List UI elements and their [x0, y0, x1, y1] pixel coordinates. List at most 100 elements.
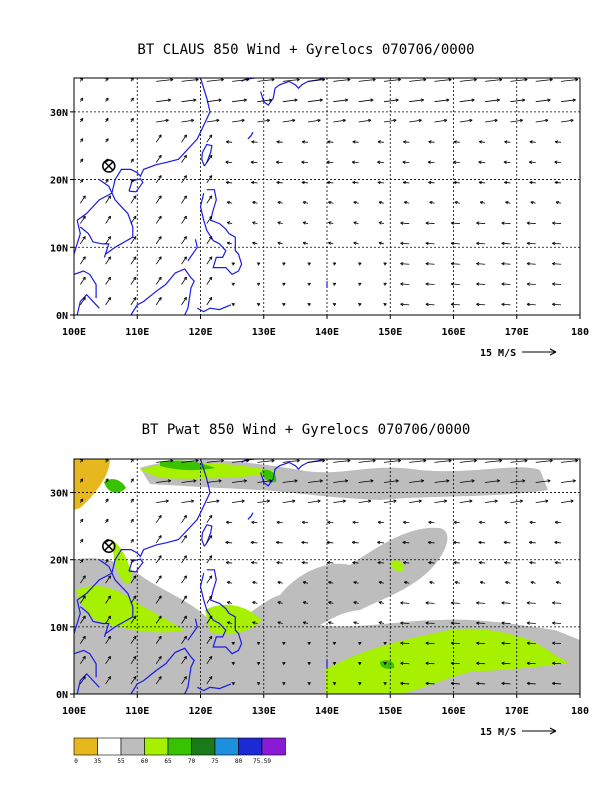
- wind-vector: [206, 195, 213, 204]
- wind-vector: [459, 500, 473, 504]
- wind-vector: [307, 500, 321, 504]
- wind-vector-head: [353, 200, 357, 205]
- wind-vector: [377, 161, 384, 164]
- wind-vector-head: [183, 154, 187, 159]
- wind-vector: [206, 276, 213, 285]
- wind-vector-head: [317, 118, 321, 123]
- pwat-darkgreen-region: [104, 479, 126, 493]
- wind-vector-head: [251, 180, 255, 185]
- wind-vector: [501, 662, 511, 665]
- wind-vector-head: [353, 621, 357, 625]
- wind-vector: [232, 460, 249, 463]
- x-tick-label: 170E: [505, 706, 529, 717]
- wind-vector-head: [130, 158, 134, 162]
- wind-vector-head: [400, 262, 404, 266]
- wind-vector-head: [400, 621, 404, 625]
- wind-vector: [333, 480, 348, 483]
- wind-vector: [257, 460, 275, 463]
- wind-vector: [526, 642, 536, 645]
- wind-vector-head: [499, 459, 503, 463]
- wind-vector: [156, 119, 169, 123]
- wind-vector-head: [554, 140, 559, 144]
- panel1-title: BT CLAUS 850 Wind + Gyrelocs 070706/0000: [137, 42, 475, 58]
- wind-vector: [425, 283, 435, 285]
- wind-vector-head: [453, 560, 457, 565]
- wind-vector-head: [454, 200, 458, 205]
- wind-vector-head: [327, 140, 331, 144]
- wind-vector: [307, 460, 325, 463]
- wind-vector-head: [225, 560, 229, 565]
- wind-vector: [276, 541, 283, 544]
- wind-vector: [478, 161, 486, 164]
- wind-vector-head: [80, 558, 84, 563]
- panel1-ref-arrowhead: [549, 348, 557, 356]
- wind-vector: [226, 141, 233, 143]
- wind-vector: [181, 535, 187, 544]
- colorbar-label: 70: [188, 758, 196, 765]
- wind-vector: [425, 602, 435, 604]
- wind-vector: [250, 161, 258, 164]
- wind-vector-head: [133, 256, 137, 260]
- wind-vector-head: [170, 78, 174, 82]
- wind-vector-head: [307, 282, 311, 286]
- wind-vector: [358, 79, 376, 82]
- wind-vector: [130, 297, 137, 306]
- wind-vector-head: [275, 540, 280, 545]
- coastline: [241, 459, 257, 463]
- wind-vector-head: [282, 262, 286, 266]
- wind-vector-head: [241, 118, 245, 123]
- wind-vector: [526, 303, 536, 306]
- wind-vector-head: [292, 499, 296, 503]
- wind-vector: [257, 99, 273, 103]
- wind-vector: [400, 642, 410, 645]
- x-tick-label: 170E: [505, 327, 529, 338]
- wind-vector: [225, 181, 233, 184]
- wind-vector-head: [383, 662, 387, 666]
- colorbar-label: 35: [94, 758, 102, 765]
- wind-vector-head: [554, 540, 558, 545]
- wind-vector-head: [251, 560, 255, 565]
- wind-vector-head: [183, 256, 187, 260]
- wind-vector: [358, 99, 374, 103]
- wind-vector: [282, 79, 300, 82]
- wind-vector-head: [504, 140, 508, 144]
- colorbar-swatch: [167, 737, 192, 756]
- wind-vector-head: [190, 499, 195, 503]
- wind-vector: [552, 662, 562, 665]
- wind-vector: [476, 602, 486, 604]
- coastline: [76, 293, 100, 315]
- wind-vector-head: [246, 459, 250, 463]
- wind-vector-head: [555, 580, 560, 585]
- wind-vector: [409, 460, 427, 463]
- wind-vector: [105, 276, 111, 285]
- wind-vector-head: [220, 78, 224, 82]
- wind-vector: [79, 635, 86, 644]
- wind-vector-head: [370, 479, 374, 483]
- wind-vector-head: [554, 160, 558, 164]
- wind-vector: [400, 602, 410, 604]
- wind-vector-head: [528, 540, 533, 545]
- wind-vector: [155, 154, 162, 163]
- wind-vector: [476, 283, 486, 285]
- wind-vector-head: [328, 621, 332, 625]
- wind-vector-head: [443, 499, 448, 503]
- wind-vector-head: [158, 615, 162, 620]
- wind-vector-head: [209, 276, 213, 281]
- wind-vector: [427, 541, 435, 544]
- wind-vector-head: [302, 580, 307, 585]
- wind-vector-head: [294, 98, 298, 102]
- coastline: [187, 618, 198, 641]
- wind-vector: [476, 263, 486, 265]
- wind-vector: [529, 541, 536, 544]
- wind-vector: [326, 161, 334, 164]
- wind-vector-head: [302, 221, 307, 225]
- wind-vector-head: [158, 535, 162, 539]
- wind-vector-head: [501, 262, 505, 266]
- wind-vector-head: [342, 499, 346, 503]
- wind-vector-head: [547, 479, 551, 483]
- wind-vector-head: [503, 160, 507, 164]
- wind-vector: [130, 676, 137, 685]
- wind-vector-head: [504, 520, 508, 525]
- wind-vector: [459, 99, 475, 103]
- wind-vector-head: [395, 98, 399, 102]
